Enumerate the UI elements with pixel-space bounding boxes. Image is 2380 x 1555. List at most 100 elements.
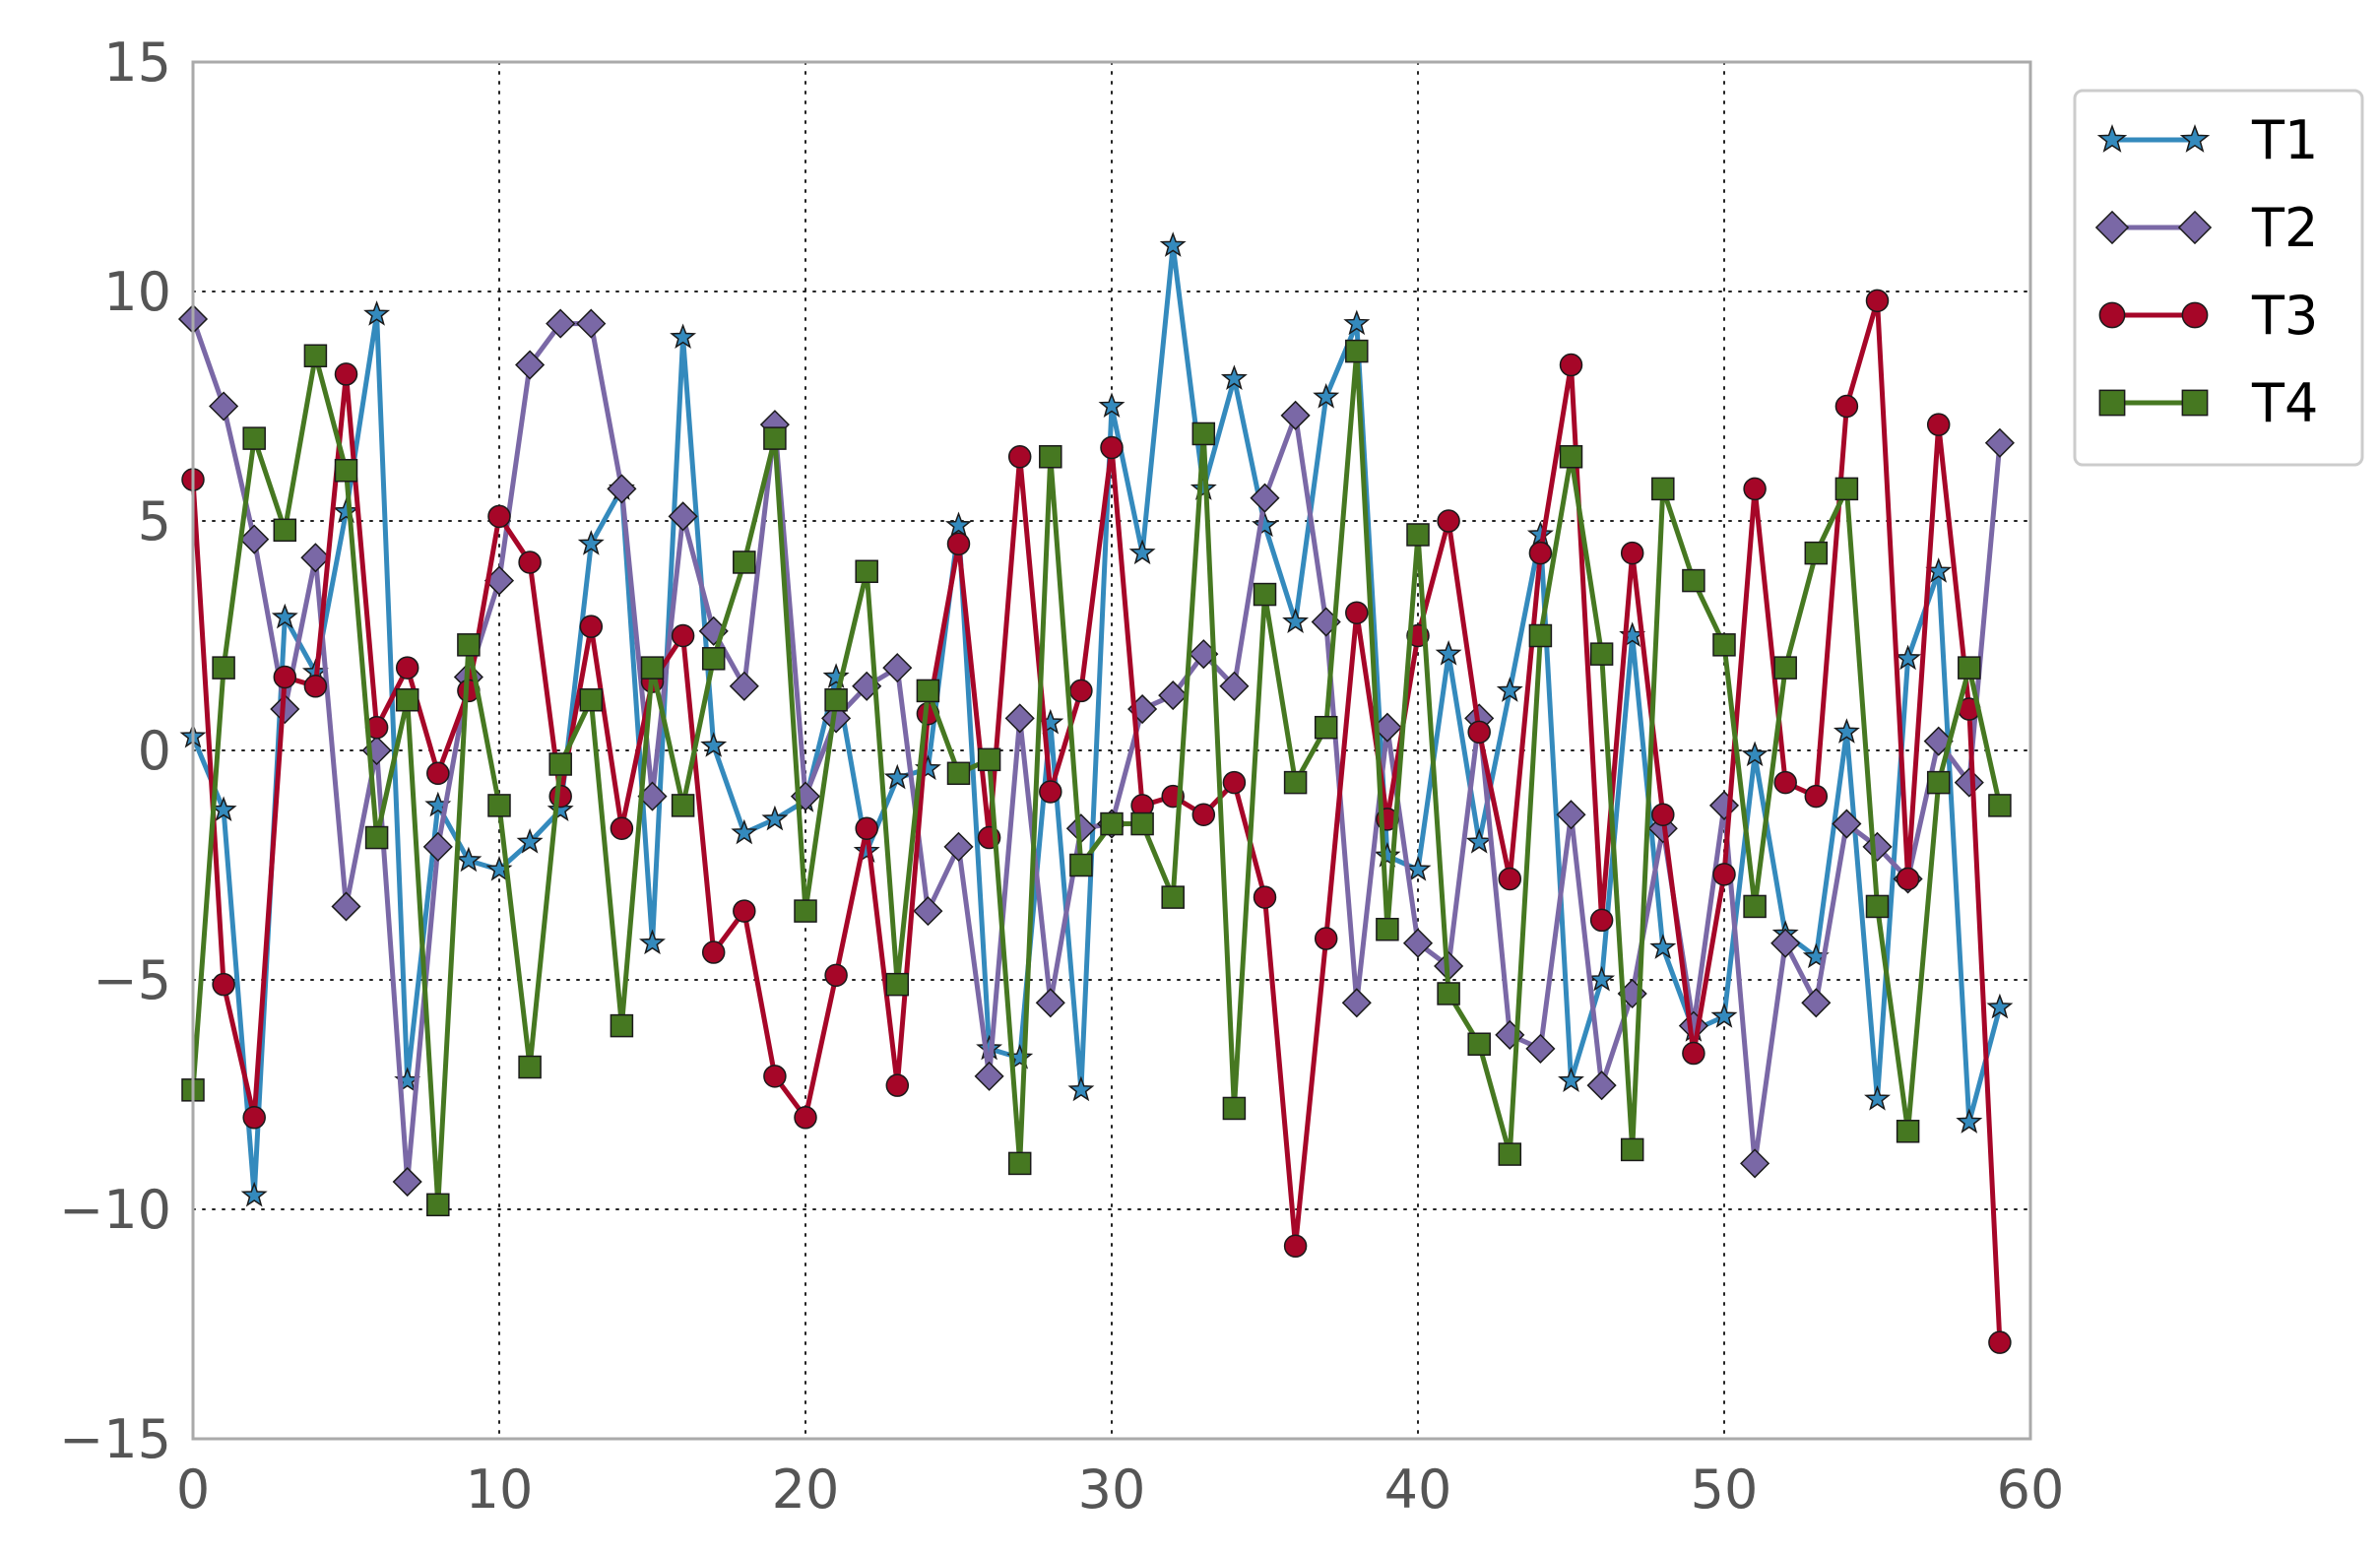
- y-tick-label: 5: [138, 490, 171, 552]
- data-point-t4: [1988, 794, 2012, 817]
- data-point-t2: [1801, 988, 1832, 1018]
- data-point-t4: [855, 559, 878, 584]
- data-point-t1: [1496, 677, 1523, 702]
- data-point-t4: [824, 687, 848, 712]
- data-point-t2: [943, 831, 974, 862]
- data-point-t2: [974, 1061, 1004, 1091]
- data-point-t3: [273, 665, 297, 689]
- data-point-t4: [1896, 1120, 1920, 1143]
- data-point-t1: [1710, 1003, 1738, 1028]
- data-point-t4: [1283, 770, 1308, 795]
- data-point-t4: [671, 794, 695, 817]
- data-point-t4: [1958, 656, 1981, 680]
- data-point-t1: [1833, 718, 1860, 744]
- data-point-t4: [763, 426, 787, 450]
- data-point-t2: [1954, 767, 1984, 798]
- data-point-t3: [1589, 908, 1614, 933]
- data-point-t3: [1926, 413, 1951, 436]
- data-point-t3: [1865, 289, 1890, 313]
- data-point-t1: [271, 603, 298, 629]
- data-point-t3: [733, 899, 756, 923]
- data-point-t4: [273, 518, 297, 543]
- data-point-t4: [1191, 421, 1216, 446]
- legend-item-t2: T2: [2094, 197, 2318, 259]
- data-point-t3: [426, 761, 450, 786]
- data-point-t3: [1069, 679, 1093, 703]
- legend-label: T1: [2251, 109, 2318, 171]
- data-point-t4: [916, 679, 940, 703]
- data-point-t1: [1558, 1067, 1584, 1092]
- data-point-t3: [1528, 541, 1553, 565]
- data-point-t3: [1498, 867, 1522, 891]
- data-point-t1: [516, 828, 544, 854]
- data-point-t3: [1773, 770, 1797, 795]
- data-point-t4: [733, 551, 756, 574]
- data-point-t4: [1039, 445, 1062, 469]
- data-point-t2: [209, 391, 239, 421]
- data-point-t1: [1435, 639, 1462, 666]
- data-point-t1: [1252, 511, 1278, 538]
- data-point-t1: [1282, 608, 1310, 633]
- data-point-t4: [395, 687, 419, 712]
- data-point-t4: [1743, 894, 1767, 919]
- legend-item-t3: T3: [2098, 285, 2318, 347]
- data-point-t2: [1035, 988, 1065, 1018]
- series-t3: [181, 289, 2012, 1354]
- data-point-t3: [1437, 509, 1460, 533]
- data-point-t2: [1402, 928, 1434, 958]
- data-point-t4: [548, 752, 572, 776]
- data-point-t2: [392, 1166, 422, 1198]
- data-point-t4: [1100, 811, 1124, 836]
- legend-label: T4: [2251, 372, 2318, 434]
- data-point-t1: [547, 796, 574, 822]
- data-point-t4: [212, 656, 235, 680]
- data-point-t1: [577, 530, 605, 555]
- data-point-t2: [1586, 1070, 1617, 1101]
- data-point-t3: [1253, 885, 1277, 909]
- data-point-t4: [885, 972, 910, 997]
- data-point-t4: [1773, 656, 1797, 680]
- data-point-t2: [1740, 1148, 1770, 1179]
- legend-item-t1: T1: [2096, 109, 2318, 171]
- data-point-t3: [487, 504, 511, 529]
- legend-label: T3: [2251, 285, 2318, 347]
- data-point-t3: [1191, 803, 1216, 826]
- data-point-t3: [579, 615, 604, 638]
- data-point-t2: [607, 474, 637, 504]
- data-point-t4: [1345, 339, 1369, 363]
- data-point-t1: [1465, 828, 1493, 854]
- data-point-t1: [1956, 1108, 1983, 1134]
- data-point-t3: [671, 623, 695, 648]
- data-point-t1: [1404, 855, 1432, 881]
- data-point-t2: [1280, 400, 1311, 430]
- data-point-t4: [1712, 633, 1736, 657]
- data-point-t1: [1895, 644, 1922, 671]
- data-point-t2: [422, 831, 453, 862]
- data-point-t3: [1314, 927, 1338, 950]
- x-tick-label: 20: [772, 1458, 840, 1521]
- data-point-t2: [239, 524, 270, 554]
- data-point-t4: [794, 899, 817, 923]
- x-tick-label: 30: [1078, 1458, 1146, 1521]
- data-point-t4: [1253, 582, 1277, 607]
- data-point-t2: [546, 308, 576, 339]
- data-point-t1: [639, 929, 666, 955]
- data-point-t3: [763, 1065, 787, 1088]
- data-point-t1: [1098, 392, 1126, 418]
- data-point-t4: [1651, 477, 1675, 501]
- data-point-t3: [946, 532, 971, 556]
- legend: T1 T2 T3 T4: [2073, 89, 2364, 467]
- series-group: [177, 231, 2015, 1354]
- data-point-t3: [1559, 353, 1583, 377]
- data-point-t3: [548, 784, 572, 809]
- data-point-t4: [1314, 715, 1338, 740]
- data-point-t2: [1219, 671, 1250, 701]
- data-point-t1: [731, 818, 758, 845]
- data-point-t2: [300, 543, 331, 573]
- data-point-t3: [1804, 784, 1829, 809]
- data-point-t1: [1313, 383, 1340, 409]
- data-point-t4: [1406, 523, 1430, 547]
- legend-marker: [2098, 301, 2126, 329]
- data-point-t4: [1589, 642, 1614, 666]
